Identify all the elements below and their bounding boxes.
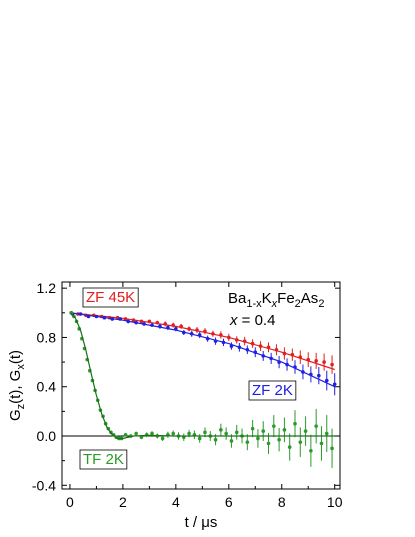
y-axis-label-part: (t) xyxy=(7,350,24,364)
data-point xyxy=(282,428,287,432)
data-point xyxy=(250,426,255,431)
label-zf-2k-box xyxy=(248,380,297,401)
y-axis-label-part: (t), G xyxy=(7,370,24,404)
label-zf-45k-box xyxy=(82,287,139,308)
doping-label: x = 0.4 xyxy=(229,312,275,329)
label-tf-2k: TF 2K xyxy=(83,451,124,468)
label-tf-2k-box xyxy=(79,449,128,470)
data-point xyxy=(187,431,191,436)
plot-frame xyxy=(61,281,341,490)
x-tick-label: 8 xyxy=(278,494,286,510)
series-tf-2k xyxy=(69,311,335,469)
x-tick-label: 4 xyxy=(172,494,180,510)
data-point xyxy=(171,431,175,436)
data-point xyxy=(314,359,318,363)
label-zf-45k: ZF 45K xyxy=(86,289,135,306)
data-point xyxy=(322,360,326,364)
series-zf-45k xyxy=(69,311,335,374)
y-tick-label: 1.2 xyxy=(37,280,57,296)
data-point xyxy=(277,437,281,442)
doping-label-var: x xyxy=(229,312,238,329)
compound-label-part: Fe xyxy=(277,290,295,307)
data-point xyxy=(219,428,223,432)
data-point xyxy=(330,362,334,367)
data-point xyxy=(261,429,266,433)
data-point xyxy=(213,437,218,442)
data-point xyxy=(160,436,165,441)
y-axis-label-part: G xyxy=(7,409,24,421)
data-point xyxy=(266,441,271,446)
data-point xyxy=(324,378,329,383)
data-point xyxy=(314,424,318,428)
y-tick-label: 0.0 xyxy=(37,428,57,444)
data-point xyxy=(203,430,207,435)
y-axis-label-part: z xyxy=(15,404,27,410)
y-tick-label: -0.4 xyxy=(32,477,56,493)
data-point xyxy=(234,430,239,435)
data-point xyxy=(245,440,250,444)
data-point xyxy=(229,439,234,443)
data-point xyxy=(303,429,308,433)
series-zf-2k xyxy=(69,312,337,396)
data-point xyxy=(256,436,260,441)
data-point xyxy=(150,431,154,436)
data-point xyxy=(123,432,128,437)
data-point xyxy=(324,431,329,436)
data-point xyxy=(224,431,228,436)
compound-label: Ba1-xKxFe2As2 xyxy=(228,290,324,310)
compound-label-part: As xyxy=(301,290,319,307)
data-point xyxy=(298,440,303,444)
data-point xyxy=(330,446,334,451)
data-point xyxy=(309,449,313,453)
compound-label-part: 2 xyxy=(295,298,301,310)
data-point xyxy=(317,373,321,378)
compound-label-part: 1-x xyxy=(246,298,262,310)
data-point xyxy=(319,441,324,446)
y-tick-label: 0.4 xyxy=(37,379,57,395)
x-tick-label: 2 xyxy=(119,494,127,510)
compound-label-part: Ba xyxy=(228,290,247,307)
data-point xyxy=(332,382,337,387)
label-zf-2k: ZF 2K xyxy=(252,382,293,399)
y-tick-label: 0.8 xyxy=(37,329,57,345)
fit-line xyxy=(69,312,335,440)
x-tick-label: 6 xyxy=(225,494,233,510)
x-axis-label: t / μs xyxy=(185,514,218,531)
x-tick-label: 0 xyxy=(66,494,74,510)
data-point xyxy=(139,435,144,440)
compound-label-part: 2 xyxy=(318,298,324,310)
fit-line xyxy=(69,312,335,388)
compound-label-part: x xyxy=(271,298,278,310)
data-point xyxy=(287,445,292,449)
data-point xyxy=(197,436,202,441)
x-tick-label: 10 xyxy=(327,494,343,510)
doping-label-value: = 0.4 xyxy=(238,312,276,329)
fit-line xyxy=(69,312,335,371)
y-axis-label: Gz(t), Gx(t) xyxy=(7,350,27,421)
y-axis-label-part: x xyxy=(15,364,27,370)
compound-label-part: K xyxy=(262,290,272,307)
data-point xyxy=(293,421,297,426)
data-point xyxy=(134,431,138,436)
data-point xyxy=(272,424,276,428)
